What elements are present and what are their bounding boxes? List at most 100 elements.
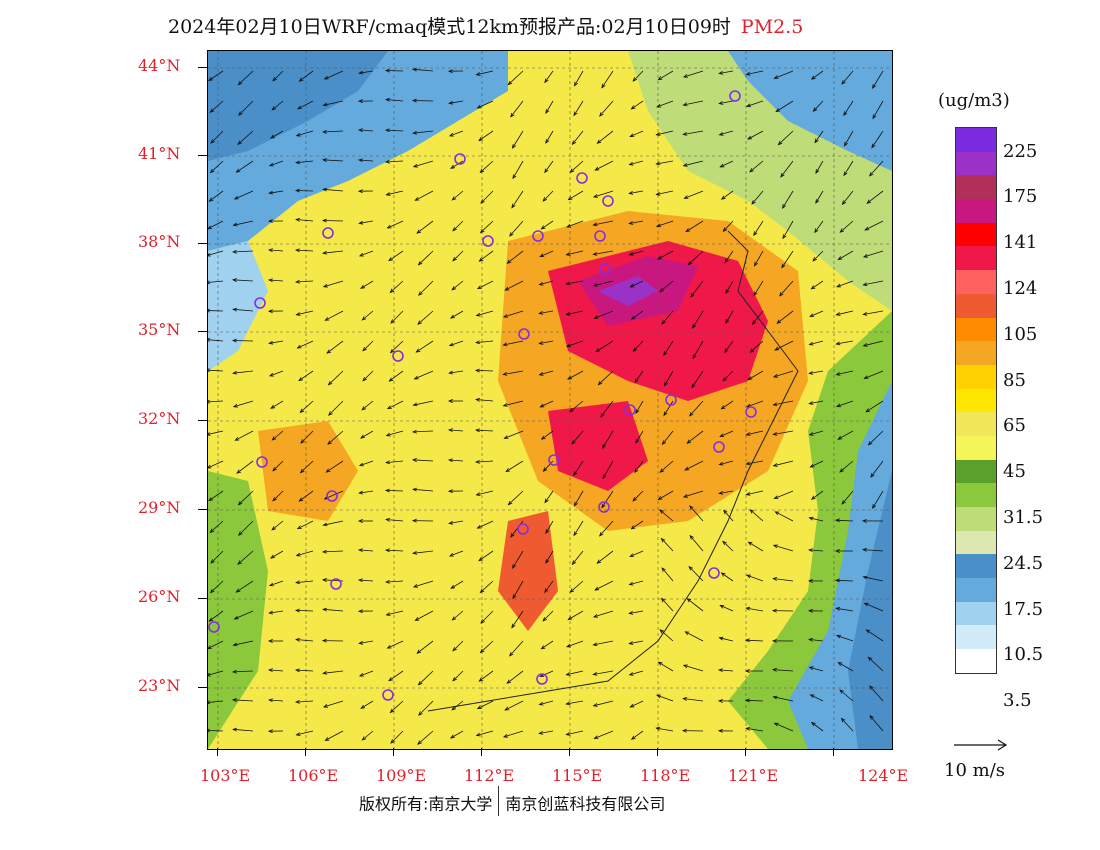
wind-arrow-head	[539, 253, 545, 258]
wind-arrow	[632, 70, 644, 82]
lat-label-41: 41°N	[138, 144, 181, 163]
wind-arrow-head	[632, 497, 637, 502]
wind-arrow	[295, 249, 314, 252]
wind-arrow	[270, 550, 284, 559]
wind-arrow	[452, 250, 464, 262]
wind-arrow	[296, 550, 314, 556]
wind-arrow-head	[476, 524, 482, 529]
wind-arrow-head	[268, 372, 274, 377]
wind-arrow	[844, 130, 854, 146]
wind-arrow	[683, 698, 704, 702]
legend-label: 31.5	[1003, 507, 1044, 528]
wind-arrow	[452, 190, 464, 201]
wind-arrow	[748, 370, 764, 380]
wind-arrow-head	[538, 310, 544, 315]
wind-arrow	[208, 339, 224, 342]
wind-arrow	[836, 340, 854, 345]
wind-arrow-head	[692, 354, 697, 360]
wind-arrow-head	[722, 227, 728, 232]
wind-arrow-head	[321, 218, 327, 223]
wind-arrow	[568, 610, 584, 620]
wind-arrow-head	[635, 439, 640, 444]
wind-arrow	[602, 430, 614, 449]
wind-arrow-head	[233, 195, 239, 200]
wind-arrow-head	[862, 312, 868, 316]
wind-arrow-head	[268, 582, 274, 587]
wind-arrow-head	[208, 197, 214, 202]
wind-arrow	[236, 580, 254, 593]
wind-arrow	[323, 100, 344, 106]
wind-arrow-head	[691, 383, 696, 389]
wind-arrow-head	[507, 500, 513, 506]
copyright-separator	[498, 786, 500, 816]
lat-label-38: 38°N	[138, 232, 181, 251]
wind-arrow	[208, 400, 224, 403]
wind-arrow	[718, 669, 734, 672]
wind-arrow-head	[632, 347, 638, 352]
wind-arrow-head	[661, 440, 667, 446]
wind-arrow-head	[208, 432, 211, 436]
wind-arrow-head	[808, 341, 814, 346]
city-marker-icon	[454, 153, 466, 165]
wind-arrow-head	[592, 672, 598, 676]
wind-arrow-head	[773, 722, 779, 727]
wind-arrow-head	[593, 735, 599, 739]
wind-arrow	[539, 310, 554, 314]
wind-arrow-head	[210, 559, 215, 564]
color-bar-cell	[956, 293, 996, 318]
wind-arrow-head	[782, 234, 787, 240]
wind-arrow-head	[869, 714, 874, 720]
wind-arrow	[774, 722, 794, 732]
wind-arrow	[413, 130, 434, 134]
wind-arrow-head	[573, 81, 578, 87]
legend-unit: (ug/m3)	[938, 90, 1010, 111]
wind-arrow	[236, 160, 254, 173]
wind-arrow-head	[745, 727, 751, 731]
wind-arrow	[362, 340, 374, 352]
wind-arrow	[866, 629, 884, 642]
wind-arrow	[475, 370, 494, 372]
wind-arrow	[390, 310, 404, 324]
wind-arrow	[418, 700, 434, 716]
wind-arrow	[746, 574, 764, 582]
wind-arrow	[752, 310, 764, 325]
wind-arrow	[272, 460, 284, 472]
wind-arrow	[545, 550, 554, 564]
wind-arrow-head	[599, 531, 604, 537]
wind-arrow-head	[267, 278, 273, 283]
city-marker-icon	[536, 673, 548, 685]
wind-arrow	[449, 370, 464, 374]
color-bar-cell	[956, 554, 996, 579]
wind-arrow	[782, 190, 794, 209]
wind-arrow	[412, 100, 434, 102]
wind-arrow	[360, 280, 374, 289]
wind-arrow	[632, 490, 644, 502]
wind-arrow	[448, 459, 464, 462]
wind-arrow	[416, 640, 434, 654]
wind-arrow-head	[567, 196, 573, 201]
wind-arrow	[208, 640, 224, 650]
wind-arrow-head	[807, 579, 813, 583]
wind-arrow	[272, 490, 284, 502]
wind-arrow	[872, 490, 884, 509]
wind-arrow	[864, 220, 884, 231]
wind-arrow-head	[569, 408, 574, 413]
wind-arrow-head	[628, 581, 634, 586]
wind-arrow	[271, 520, 284, 531]
wind-arrow-head	[538, 730, 544, 735]
wind-arrow-head	[599, 112, 604, 117]
wind-arrow	[210, 520, 224, 533]
wind-arrow	[594, 310, 614, 319]
wind-arrow-head	[510, 112, 515, 118]
wind-arrow-head	[660, 537, 666, 543]
wind-arrow-head	[231, 338, 237, 343]
wind-arrow-head	[565, 343, 571, 348]
wind-arrow-head	[812, 107, 818, 112]
lat-tick	[198, 420, 207, 421]
wind-arrow	[418, 280, 434, 296]
wind-arrow-head	[870, 473, 875, 478]
color-bar	[955, 127, 997, 674]
wind-arrow-head	[809, 694, 815, 699]
wind-arrow	[596, 550, 614, 564]
wind-arrow-head	[294, 279, 300, 284]
